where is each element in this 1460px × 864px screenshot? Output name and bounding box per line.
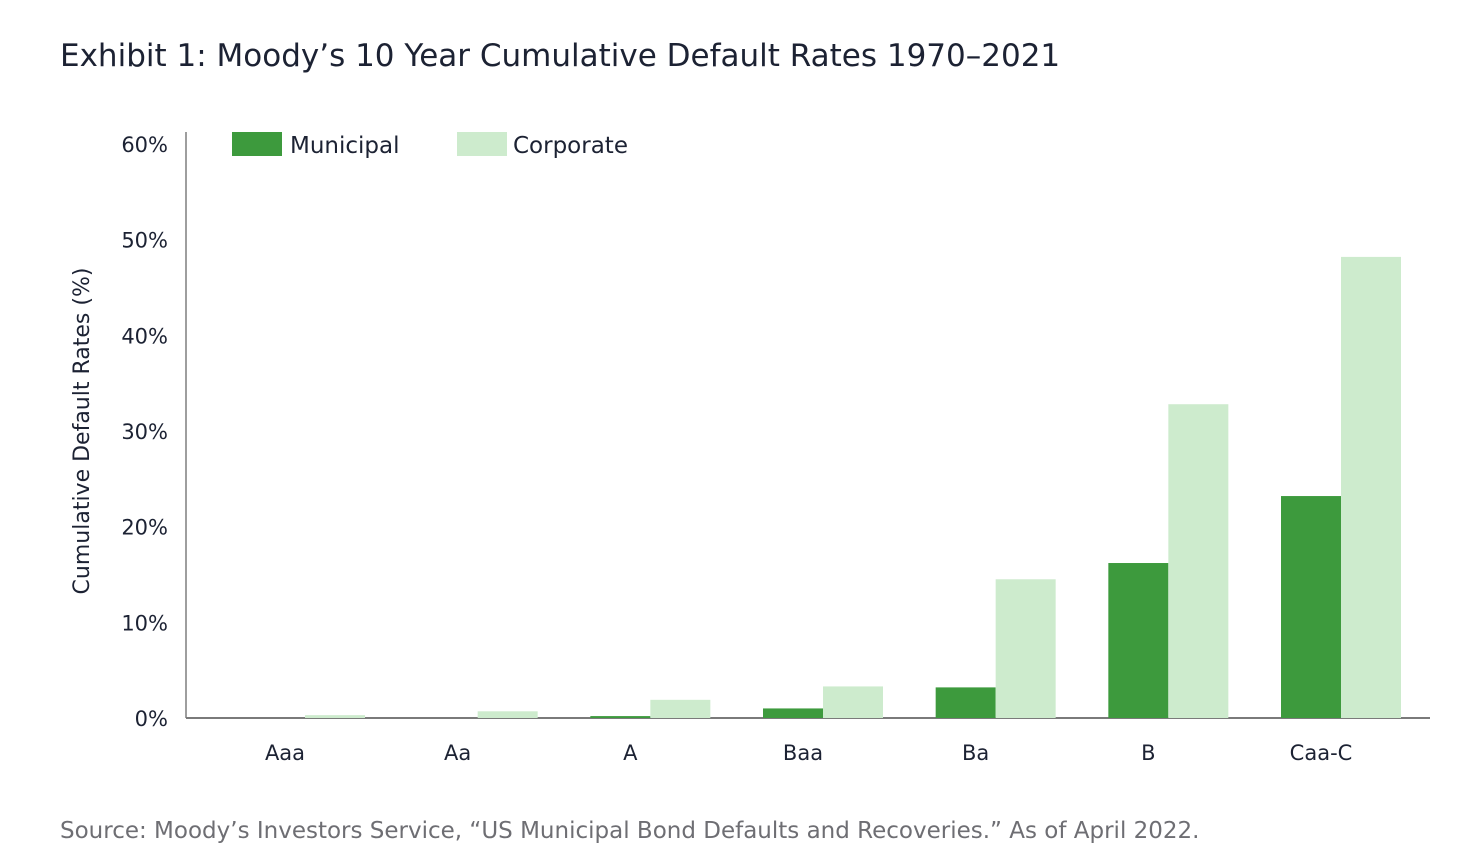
legend-label-corporate: Corporate [513,133,628,159]
bar-municipal [935,687,996,718]
legend-swatch-corporate [457,132,507,156]
bar-municipal [1281,496,1341,718]
y-tick-label: 20% [121,516,168,540]
x-tick-label: Aaa [265,741,305,765]
y-tick-label: 10% [121,611,168,635]
x-tick-label: Caa-C [1290,741,1353,765]
x-tick-label: Ba [962,741,989,765]
bar-corporate [1168,404,1229,718]
y-tick-label: 40% [121,324,168,348]
y-axis-label: Cumulative Default Rates (%) [70,268,95,595]
source-note: Source: Moody’s Investors Service, “US M… [60,818,1200,844]
y-tick-label: 0% [135,707,168,731]
x-tick-label: B [1141,741,1155,765]
bar-municipal [763,708,823,718]
bar-municipal [1108,563,1169,718]
bar-corporate [1341,256,1401,718]
bar-corporate [823,686,883,718]
bar-municipal [590,716,651,718]
legend-label-municipal: Municipal [290,133,400,159]
y-tick-label: 60% [121,133,168,157]
x-tick-label: Baa [783,741,823,765]
bar-corporate [477,711,538,718]
x-tick-label: A [623,741,638,765]
bar-corporate [650,699,711,718]
bar-corporate [995,579,1056,718]
legend-swatch-municipal [232,132,282,156]
y-tick-label: 50% [121,229,168,253]
bar-corporate [305,715,365,718]
bar-chart: 0% 10% 20% 30% 40% 50% 60% Cumulative Default R… [70,132,1430,765]
y-tick-label: 30% [121,420,168,444]
page-title: Exhibit 1: Moody’s 10 Year Cumulative De… [60,38,1061,74]
x-tick-label: Aa [444,741,471,765]
